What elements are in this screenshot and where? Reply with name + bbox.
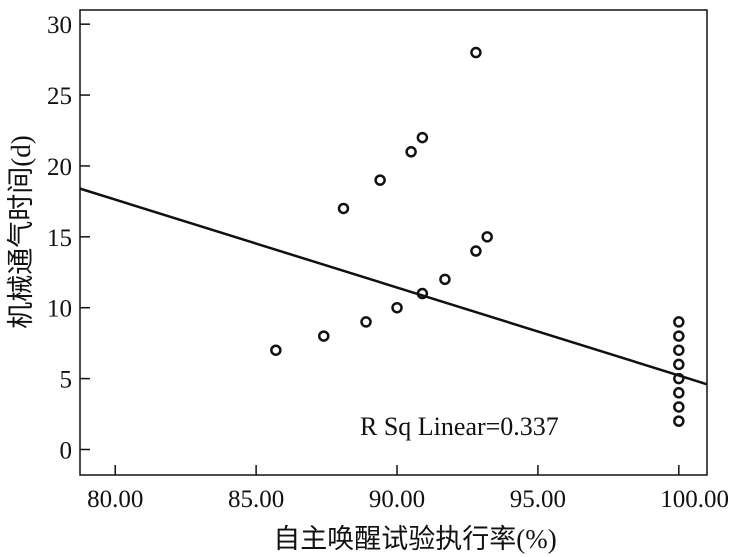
data-point xyxy=(416,287,429,300)
data-point xyxy=(405,146,417,158)
data-point xyxy=(470,245,482,257)
data-point xyxy=(439,273,451,286)
y-axis-title: 机械通气时间(d) xyxy=(6,135,36,328)
data-point xyxy=(270,344,282,356)
plot-frame xyxy=(79,9,708,476)
data-point xyxy=(673,344,685,356)
data-point xyxy=(673,401,685,413)
r-squared-annotation: R Sq Linear=0.337 xyxy=(360,412,559,441)
data-point xyxy=(673,372,685,385)
y-tick-label: 30 xyxy=(47,12,72,39)
data-point xyxy=(318,330,330,342)
data-point xyxy=(673,415,685,427)
data-point xyxy=(416,131,429,144)
data-point xyxy=(673,330,685,342)
data-point xyxy=(481,231,493,243)
y-tick-label: 25 xyxy=(47,83,72,110)
data-point xyxy=(337,202,350,215)
x-axis-title: 自主唤醒试验执行率(%) xyxy=(273,524,556,554)
y-tick-label: 0 xyxy=(60,437,73,464)
y-tick-label: 5 xyxy=(60,367,73,394)
data-points xyxy=(270,46,685,427)
data-point xyxy=(360,316,372,328)
x-tick-label: 90.00 xyxy=(369,486,425,513)
x-tick-label: 95.00 xyxy=(510,486,566,513)
data-point xyxy=(470,46,482,59)
x-tick-label: 85.00 xyxy=(228,486,284,513)
y-tick-label: 10 xyxy=(47,296,72,323)
data-point xyxy=(374,174,386,186)
y-tick-label: 20 xyxy=(47,154,72,181)
data-point xyxy=(391,301,403,314)
regression-line xyxy=(79,187,708,386)
data-point xyxy=(673,358,685,371)
y-axis: 0 5 10 15 20 25 30 xyxy=(47,12,90,464)
x-axis: 80.00 85.00 90.00 95.00 100.00 xyxy=(87,465,729,513)
x-tick-label: 100.00 xyxy=(660,486,729,513)
data-point xyxy=(673,316,685,328)
data-point xyxy=(673,387,685,399)
x-tick-label: 80.00 xyxy=(87,486,143,513)
y-tick-label: 15 xyxy=(47,225,72,252)
